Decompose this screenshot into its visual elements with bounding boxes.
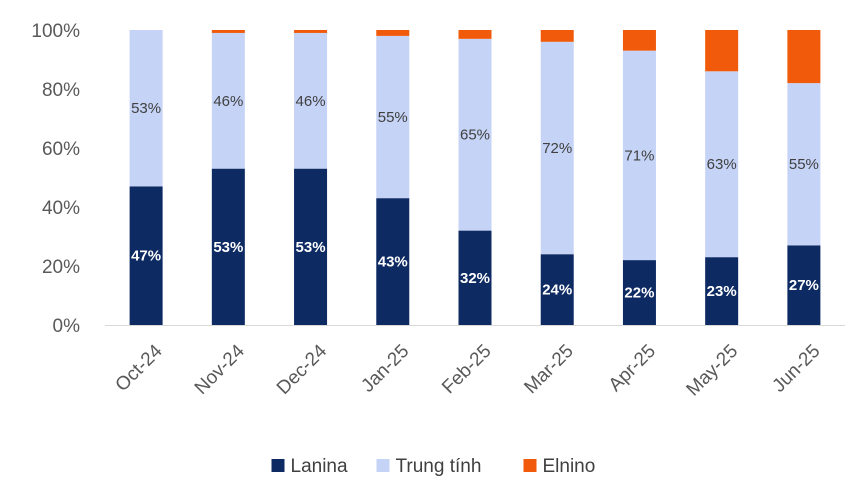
legend-label-1: Lanina (291, 456, 348, 477)
x-tick-label: Apr-25 (605, 341, 660, 396)
bar-segment-2-7 (622, 50, 656, 261)
y-tick-label: 100% (31, 21, 80, 42)
data-label-2-5: 65% (460, 127, 490, 144)
bar-segment-2-6 (540, 41, 574, 255)
legend-swatch-2 (376, 459, 390, 472)
bar-segment-1-9 (787, 245, 821, 325)
y-tick-label: 0% (53, 316, 81, 337)
bar-segment-1-2 (211, 168, 245, 325)
data-label-2-9: 55% (789, 156, 819, 173)
data-label-2-7: 71% (624, 147, 654, 164)
bar-segment-3-5 (458, 30, 492, 39)
bar-segment-1-4 (376, 198, 410, 325)
x-tick-label: Mar-25 (520, 341, 577, 398)
bar-segment-3-2 (211, 30, 245, 33)
bar-segment-2-3 (294, 32, 328, 169)
data-label-1-7: 22% (624, 285, 654, 302)
data-label-1-3: 53% (296, 239, 326, 256)
bar-segment-2-8 (705, 71, 739, 258)
bar-segment-2-4 (376, 35, 410, 199)
bar-segment-3-6 (540, 30, 574, 42)
x-tick-label: Nov-24 (191, 340, 249, 398)
x-axis: Oct-24 Nov-24 Dec-24 Jan-25 Feb-25 Mar-25 Apr-… (112, 340, 825, 400)
bar-segment-2-9 (787, 83, 821, 246)
bar-segment-2-5 (458, 38, 492, 231)
bar-segment-1-6 (540, 254, 574, 325)
y-tick-label: 20% (42, 257, 80, 278)
x-tick-label: Feb-25 (438, 341, 495, 398)
data-label-2-3: 46% (296, 93, 326, 110)
bar-segment-1-1 (129, 186, 163, 325)
bar-segment-3-8 (705, 30, 739, 72)
x-tick-label: Jun-25 (769, 341, 825, 397)
y-axis: 0% 20% 40% 60% 80% 100% (31, 21, 80, 337)
bar-segment-3-7 (622, 30, 656, 51)
bar-segment-1-8 (705, 257, 739, 325)
bar-segment-3-4 (376, 30, 410, 36)
data-label-2-1: 53% (131, 100, 161, 117)
data-label-1-8: 23% (707, 283, 737, 300)
legend-swatch-1 (271, 459, 285, 472)
bar-segment-1-7 (622, 260, 656, 325)
bar-segment-3-3 (294, 30, 328, 33)
bar-segment-1-3 (294, 168, 328, 325)
bar-segment-3-9 (787, 30, 821, 84)
y-tick-label: 80% (42, 80, 80, 101)
bar-segment-2-2 (211, 32, 245, 169)
legend: Lanina Trung tính Elnino (271, 456, 596, 477)
x-tick-label: May-25 (683, 341, 743, 401)
legend-swatch-3 (523, 459, 537, 472)
bar-segment-2-1 (129, 30, 163, 187)
x-tick-label: Dec-24 (273, 340, 331, 398)
bar-segment-1-5 (458, 230, 492, 325)
data-label-2-4: 55% (378, 109, 408, 126)
y-tick-label: 40% (42, 198, 80, 219)
data-label-1-1: 47% (131, 248, 161, 265)
data-label-1-2: 53% (213, 239, 243, 256)
data-label-2-6: 72% (542, 140, 572, 157)
data-label-1-4: 43% (378, 254, 408, 271)
data-label-2-2: 46% (213, 93, 243, 110)
y-tick-label: 60% (42, 139, 80, 160)
data-label-2-8: 63% (707, 156, 737, 173)
data-label-1-9: 27% (789, 277, 819, 294)
data-label-1-5: 32% (460, 270, 490, 287)
legend-label-2: Trung tính (396, 456, 482, 477)
x-tick-label: Oct-24 (112, 340, 167, 395)
x-tick-label: Jan-25 (357, 341, 413, 397)
data-label-1-6: 24% (542, 282, 572, 299)
bars: 47% 53% 53% 46% 53% 46% 43% 55% 32% 65% 24% 72% 22% 7… (129, 30, 821, 325)
legend-label-3: Elnino (543, 456, 596, 477)
